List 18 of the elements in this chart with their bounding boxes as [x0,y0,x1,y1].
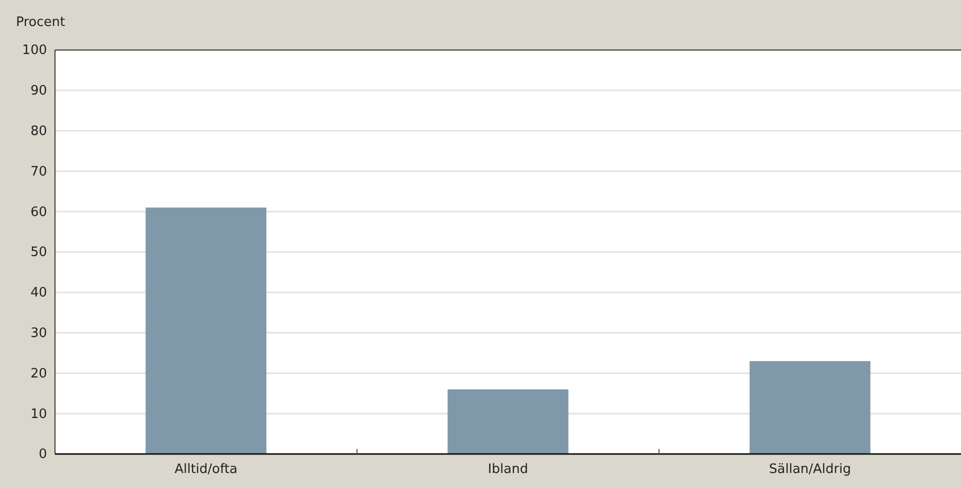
x-tick-label: Sällan/Aldrig [769,462,851,478]
y-tick-label: 50 [30,245,47,260]
y-tick-label: 20 [30,366,47,382]
bar [448,389,568,454]
y-tick-label: 90 [30,84,47,99]
x-tick-label: Ibland [488,462,528,478]
y-tick-label: 30 [30,326,47,341]
x-tick-label: Alltid/ofta [174,462,238,478]
bar [146,208,266,454]
y-tick-label: 60 [30,204,47,220]
y-tick-label: 80 [30,124,47,139]
bar [750,361,870,454]
y-tick-label: 0 [38,447,47,462]
y-tick-label: 40 [30,286,47,301]
y-tick-label: 70 [30,164,47,180]
y-tick-label: 10 [30,406,47,422]
y-tick-label: 100 [22,43,47,58]
y-axis-title: Procent [16,15,66,30]
